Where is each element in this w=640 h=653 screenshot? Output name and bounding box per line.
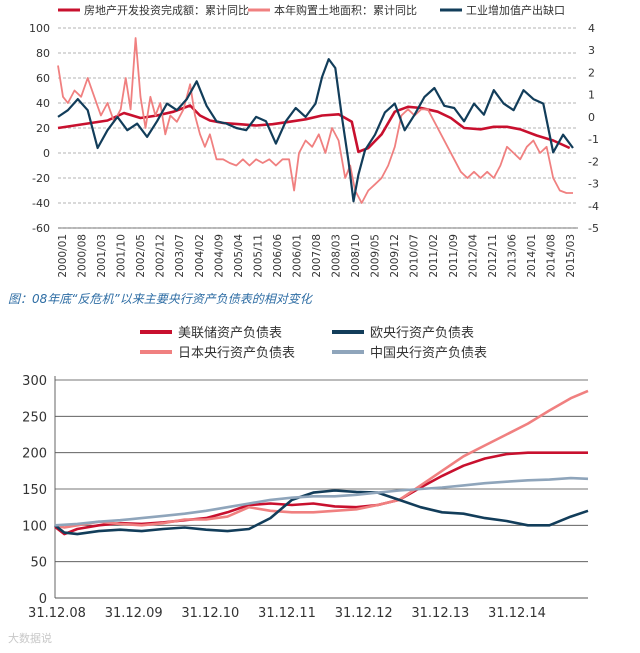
top-x-tick-label: 2006/06 <box>272 234 284 278</box>
top-right-tick-label: -5 <box>588 222 599 235</box>
bottom-series-line-3 <box>54 489 589 536</box>
bottom-x-tick-label: 31.12.13 <box>411 606 469 621</box>
top-x-tick-label: 2004/02 <box>194 234 206 278</box>
top-x-tick-label: 2002/12 <box>155 234 167 278</box>
bottom-x-tick-label: 31.12.14 <box>488 606 546 621</box>
top-right-tick-label: 1 <box>588 89 595 102</box>
top-left-tick-label: 0 <box>43 147 50 160</box>
top-x-tick-label: 2010/07 <box>409 234 421 278</box>
top-x-tick-label: 2001/10 <box>116 234 128 278</box>
top-right-tick-label: -1 <box>588 133 599 146</box>
top-right-tick-label: -3 <box>588 178 599 191</box>
bottom-chart: 300 250 200 150 100 50 031.12.08 31.12.09 31.12.… <box>22 326 589 621</box>
top-x-tick-label: 2012/11 <box>487 234 499 278</box>
bottom-y-tick-label: 100 <box>22 519 47 534</box>
bottom-x-tick-label: 31.12.11 <box>258 606 316 621</box>
top-x-tick-label: 2000/01 <box>57 234 69 278</box>
bottom-x-tick-label: 31.12.10 <box>181 606 239 621</box>
top-left-tick-label: 20 <box>36 122 50 135</box>
bottom-legend-label: 欧央行资产负债表 <box>370 326 474 341</box>
bottom-series-line-2 <box>54 389 589 529</box>
bottom-x-tick-label: 31.12.09 <box>105 606 163 621</box>
top-right-tick-label: 0 <box>588 111 595 124</box>
top-left-tick-label: 80 <box>36 47 50 60</box>
top-x-tick-label: 2012/04 <box>467 234 479 278</box>
top-x-tick-label: 2005/04 <box>233 234 245 278</box>
top-x-tick-label: 2011/02 <box>428 234 440 278</box>
bottom-series-line-4 <box>54 476 589 527</box>
top-x-tick-label: 2009/05 <box>370 234 382 278</box>
top-left-tick-label: -40 <box>32 197 50 210</box>
top-x-tick-label: 2008/03 <box>331 234 343 278</box>
top-series-line-1 <box>57 104 571 154</box>
bottom-chart-caption: 图：08年底“反危机”以来主要央行资产负债表的相对变化 <box>8 292 312 306</box>
bottom-x-tick-label: 31.12.12 <box>335 606 393 621</box>
top-right-tick-label: 3 <box>588 44 595 57</box>
top-series-line-3 <box>57 57 574 203</box>
top-x-tick-label: 2014/08 <box>545 234 557 278</box>
top-legend-label: 房地产开发投资完成额：累计同比 <box>84 3 249 17</box>
top-left-tick-label: -20 <box>32 172 50 185</box>
top-x-tick-label: 2004/09 <box>213 234 225 278</box>
bottom-y-tick-label: 250 <box>22 410 47 425</box>
top-x-tick-label: 2013/06 <box>506 234 518 278</box>
top-right-tick-label: 2 <box>588 66 595 79</box>
top-legend-label: 工业增加值产出缺口 <box>466 3 565 17</box>
top-right-tick-label: -4 <box>588 200 599 213</box>
top-x-tick-label: 2003/07 <box>174 234 186 278</box>
bottom-legend-label: 中国央行资产负债表 <box>370 346 487 361</box>
top-x-tick-label: 2007/08 <box>311 234 323 278</box>
top-left-tick-label: -60 <box>32 222 50 235</box>
bottom-legend-label: 美联储资产负债表 <box>178 326 282 341</box>
top-x-tick-label: 2005/11 <box>252 234 264 278</box>
bottom-y-tick-label: 150 <box>22 483 47 498</box>
top-x-tick-label: 2001/03 <box>96 234 108 278</box>
top-x-tick-label: 2011/09 <box>448 234 460 278</box>
top-x-tick-label: 2009/12 <box>389 234 401 278</box>
top-x-tick-label: 2000/08 <box>77 234 89 278</box>
top-left-tick-label: 100 <box>29 22 50 35</box>
top-series-line-2 <box>57 37 573 204</box>
top-right-tick-label: 4 <box>588 22 595 35</box>
bottom-y-tick-label: 200 <box>22 447 47 462</box>
top-x-tick-label: 2008/10 <box>350 234 362 278</box>
bottom-x-tick-label: 31.12.08 <box>28 606 86 621</box>
top-x-tick-label: 2014/01 <box>526 234 538 278</box>
top-x-tick-label: 2002/05 <box>135 234 147 278</box>
bottom-y-tick-label: 50 <box>30 556 47 571</box>
bottom-y-tick-label: 0 <box>39 592 47 607</box>
top-chart: 100 80 60 40 20 0 -20 -40 -60 4 3 2 1 0 -1 -2 -3 -4 -5 2000… <box>29 3 599 278</box>
top-left-tick-label: 60 <box>36 72 50 85</box>
top-left-tick-label: 40 <box>36 97 50 110</box>
bottom-legend-label: 日本央行资产负债表 <box>178 346 295 361</box>
watermark-text: 大数据说 <box>8 632 52 645</box>
top-x-tick-label: 2015/03 <box>565 234 577 278</box>
top-right-tick-label: -2 <box>588 155 599 168</box>
top-x-tick-label: 2006/01 <box>291 234 303 278</box>
top-legend-label: 本年购置土地面积：累计同比 <box>274 3 417 17</box>
bottom-y-tick-label: 300 <box>22 374 47 389</box>
